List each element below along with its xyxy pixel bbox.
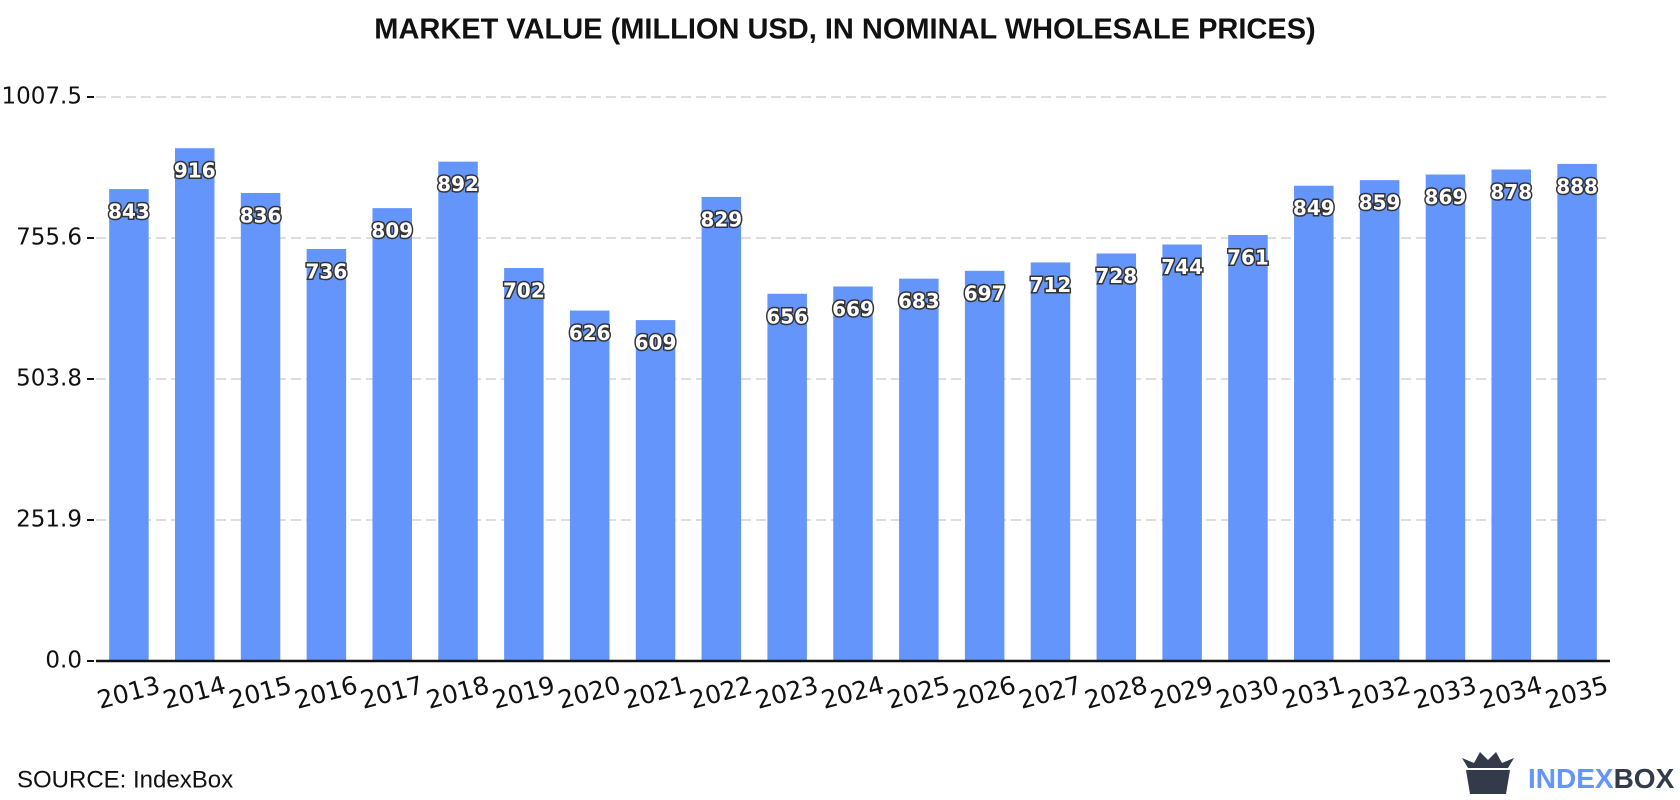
x-tick-label: 2020: [555, 670, 624, 714]
bar: [1030, 262, 1071, 661]
logo-icon: [1462, 752, 1514, 794]
x-tick-label: 2015: [226, 670, 295, 714]
x-tick-label: 2032: [1345, 670, 1414, 714]
value-label: 669: [832, 297, 874, 321]
logo: INDEXBOX: [1462, 752, 1675, 794]
value-label: 702: [503, 279, 545, 303]
x-tick-label: 2013: [94, 670, 163, 714]
value-label: 683: [898, 289, 940, 313]
value-label: 836: [240, 204, 282, 228]
logo-first: INDEX: [1528, 763, 1614, 794]
y-tick-label: 0.0: [45, 648, 82, 674]
value-label: 728: [1095, 264, 1137, 288]
x-tick-label: 2019: [489, 670, 558, 714]
x-tick-label: 2026: [950, 670, 1019, 714]
bar: [1359, 180, 1400, 661]
y-tick-label: 755.6: [16, 225, 82, 251]
bar: [240, 193, 281, 661]
bar: [767, 293, 807, 661]
x-tick-label: 2035: [1542, 670, 1611, 714]
value-label: 656: [766, 304, 808, 328]
bar: [964, 270, 1005, 661]
y-tick-label: 503.8: [16, 365, 82, 391]
x-tick-label: 2016: [292, 670, 361, 714]
bar: [833, 286, 873, 661]
x-tick-label: 2028: [1081, 670, 1150, 714]
x-tick-label: 2021: [621, 670, 690, 714]
value-label: 888: [1556, 174, 1598, 198]
value-label: 761: [1227, 245, 1269, 269]
value-label: 626: [569, 321, 611, 345]
value-label: 878: [1490, 180, 1532, 204]
value-label: 609: [635, 331, 677, 355]
x-tick-label: 2031: [1279, 670, 1348, 714]
bar: [504, 268, 544, 661]
bar: [1294, 185, 1334, 662]
bar: [1096, 253, 1137, 661]
x-tick-label: 2018: [423, 670, 492, 714]
bar: [1162, 244, 1202, 661]
x-tick-label: 2029: [1147, 670, 1216, 714]
value-label: 849: [1293, 196, 1335, 220]
bar: [899, 278, 939, 661]
value-label: 809: [371, 219, 413, 243]
bar: [306, 248, 347, 662]
bar: [701, 196, 742, 661]
logo-second: BOX: [1614, 763, 1675, 794]
x-tick-label: 2022: [686, 670, 755, 714]
bar: [1557, 163, 1597, 661]
logo-text: INDEXBOX: [1528, 763, 1675, 794]
x-tick-label: 2024: [818, 670, 887, 714]
value-label: 712: [1030, 273, 1072, 297]
x-tick-label: 2030: [1213, 670, 1282, 714]
chart-title: MARKET VALUE (MILLION USD, IN NOMINAL WH…: [374, 14, 1315, 46]
value-label: 859: [1359, 191, 1401, 215]
y-tick-label: 1007.5: [2, 84, 82, 110]
x-tick-label: 2034: [1476, 670, 1545, 714]
bar: [1491, 169, 1532, 661]
bar: [1425, 174, 1466, 661]
value-label: 829: [700, 207, 742, 231]
value-label: 744: [1161, 255, 1203, 279]
value-label: 697: [964, 281, 1006, 305]
bar: [438, 161, 478, 661]
x-tick-label: 2017: [357, 670, 426, 714]
value-label: 843: [108, 200, 150, 224]
bar: [1228, 234, 1268, 661]
y-tick-label: 251.9: [16, 506, 82, 532]
x-tick-label: 2027: [1016, 670, 1085, 714]
bar: [372, 208, 412, 661]
value-label: 869: [1425, 185, 1467, 209]
bar: [635, 320, 676, 661]
value-label: 736: [306, 259, 348, 283]
source: SOURCE: IndexBox: [17, 766, 233, 793]
bar: [174, 148, 215, 662]
x-tick-label: 2033: [1411, 670, 1480, 714]
x-tick-label: 2014: [160, 670, 229, 714]
bar: [569, 310, 610, 661]
bar: [109, 189, 149, 661]
value-label: 892: [437, 172, 479, 196]
x-tick-label: 2023: [752, 670, 821, 714]
value-label: 916: [174, 159, 216, 183]
x-tick-label: 2025: [884, 670, 953, 714]
